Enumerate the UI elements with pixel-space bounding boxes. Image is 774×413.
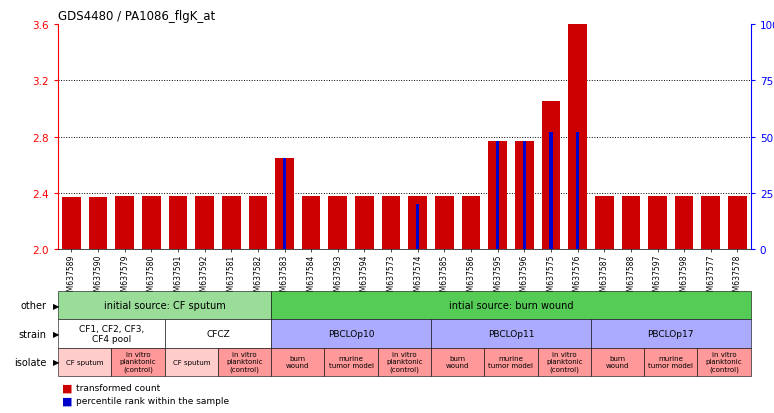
Text: percentile rank within the sample: percentile rank within the sample bbox=[76, 396, 229, 405]
Bar bbox=[355, 197, 374, 250]
Text: burn
wound: burn wound bbox=[446, 355, 469, 368]
Bar bbox=[675, 197, 694, 250]
Bar bbox=[115, 197, 134, 250]
Bar bbox=[515, 142, 533, 250]
Text: ■: ■ bbox=[62, 382, 73, 392]
Bar bbox=[488, 142, 507, 250]
Bar bbox=[328, 197, 347, 250]
Bar bbox=[648, 197, 667, 250]
Text: CF sputum: CF sputum bbox=[173, 359, 210, 365]
Bar bbox=[728, 197, 747, 250]
Text: murine
tumor model: murine tumor model bbox=[488, 355, 533, 368]
Text: CFCZ: CFCZ bbox=[206, 329, 230, 338]
Text: in vitro
planktonic
(control): in vitro planktonic (control) bbox=[120, 351, 156, 372]
Text: GDS4480 / PA1086_flgK_at: GDS4480 / PA1086_flgK_at bbox=[58, 10, 215, 23]
Text: strain: strain bbox=[19, 329, 46, 339]
Text: PBCLOp17: PBCLOp17 bbox=[648, 329, 694, 338]
Text: burn
wound: burn wound bbox=[286, 355, 310, 368]
Bar bbox=[248, 197, 267, 250]
Text: burn
wound: burn wound bbox=[606, 355, 629, 368]
Bar bbox=[409, 197, 427, 250]
Text: PBCLOp11: PBCLOp11 bbox=[488, 329, 534, 338]
Text: CF1, CF2, CF3,
CF4 pool: CF1, CF2, CF3, CF4 pool bbox=[79, 324, 144, 343]
Bar bbox=[222, 197, 241, 250]
Bar bbox=[195, 197, 214, 250]
Text: ▶: ▶ bbox=[53, 301, 59, 310]
Bar bbox=[462, 197, 481, 250]
Bar bbox=[622, 197, 640, 250]
Bar bbox=[276, 159, 294, 250]
Text: in vitro
planktonic
(control): in vitro planktonic (control) bbox=[386, 351, 423, 372]
Text: murine
tumor model: murine tumor model bbox=[649, 355, 694, 368]
Text: initial source: CF sputum: initial source: CF sputum bbox=[104, 301, 225, 311]
Bar bbox=[496, 142, 499, 250]
Bar bbox=[62, 198, 80, 250]
Bar bbox=[522, 142, 526, 250]
Bar bbox=[283, 159, 286, 250]
Bar bbox=[701, 197, 720, 250]
Bar bbox=[89, 198, 108, 250]
Bar bbox=[542, 102, 560, 250]
Bar bbox=[169, 197, 187, 250]
Bar bbox=[550, 133, 553, 250]
Bar bbox=[568, 25, 587, 250]
Bar bbox=[382, 197, 400, 250]
Bar bbox=[435, 197, 454, 250]
Text: ■: ■ bbox=[62, 396, 73, 406]
Text: ▶: ▶ bbox=[53, 357, 59, 366]
Text: PBCLOp10: PBCLOp10 bbox=[328, 329, 375, 338]
Text: ▶: ▶ bbox=[53, 329, 59, 338]
Text: transformed count: transformed count bbox=[76, 383, 160, 392]
Bar bbox=[576, 133, 579, 250]
Text: CF sputum: CF sputum bbox=[66, 359, 104, 365]
Text: isolate: isolate bbox=[14, 357, 46, 367]
Bar bbox=[416, 205, 420, 250]
Bar bbox=[142, 197, 161, 250]
Text: murine
tumor model: murine tumor model bbox=[329, 355, 374, 368]
Text: in vitro
planktonic
(control): in vitro planktonic (control) bbox=[226, 351, 263, 372]
Text: in vitro
planktonic
(control): in vitro planktonic (control) bbox=[706, 351, 742, 372]
Bar bbox=[302, 197, 320, 250]
Text: in vitro
planktonic
(control): in vitro planktonic (control) bbox=[546, 351, 583, 372]
Text: intial source: burn wound: intial source: burn wound bbox=[449, 301, 574, 311]
Text: other: other bbox=[20, 301, 46, 311]
Bar bbox=[595, 197, 614, 250]
